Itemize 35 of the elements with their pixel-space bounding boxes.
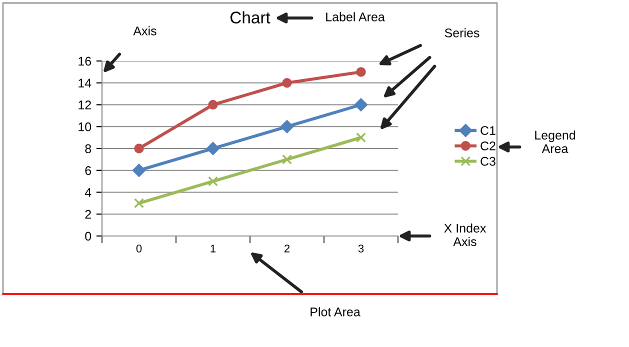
point: [206, 142, 220, 156]
legend-label: C3: [480, 156, 496, 166]
y-tick-label: 8: [85, 144, 92, 154]
y-tick-label: 0: [85, 232, 92, 241]
y-tick-label: 6: [85, 166, 92, 176]
point: [134, 198, 144, 208]
text: X Index Axis: [444, 223, 486, 246]
y-tick-label: 16: [78, 56, 92, 66]
text: Plot Area: [310, 307, 360, 316]
text: Legend Area: [535, 130, 576, 154]
point: [280, 120, 294, 134]
point: [354, 98, 368, 112]
point: [208, 176, 218, 186]
point: [356, 67, 366, 77]
point: [134, 144, 144, 154]
x-tick-label: 2: [284, 244, 290, 252]
point: [282, 78, 292, 88]
text: Series: [444, 28, 480, 38]
point: [282, 154, 292, 164]
y-tick-label: 12: [78, 100, 91, 110]
legend-label: C2: [480, 142, 496, 150]
y-tick-label: 4: [84, 188, 92, 197]
x-tick-label: 0: [136, 244, 142, 252]
y-tick-label: 14: [78, 78, 92, 88]
point: [356, 132, 366, 143]
text: Axis: [133, 26, 156, 36]
point: [208, 100, 218, 110]
x-tick-label: 3: [358, 244, 364, 252]
legend-label: C1: [480, 126, 496, 135]
y-tick-label: 10: [78, 122, 92, 132]
text: Label Area: [326, 12, 385, 22]
x-tick-label: 1: [210, 244, 216, 252]
point: [132, 164, 146, 177]
y-tick-label: 2: [85, 210, 91, 219]
chart-title: Chart: [230, 11, 270, 24]
